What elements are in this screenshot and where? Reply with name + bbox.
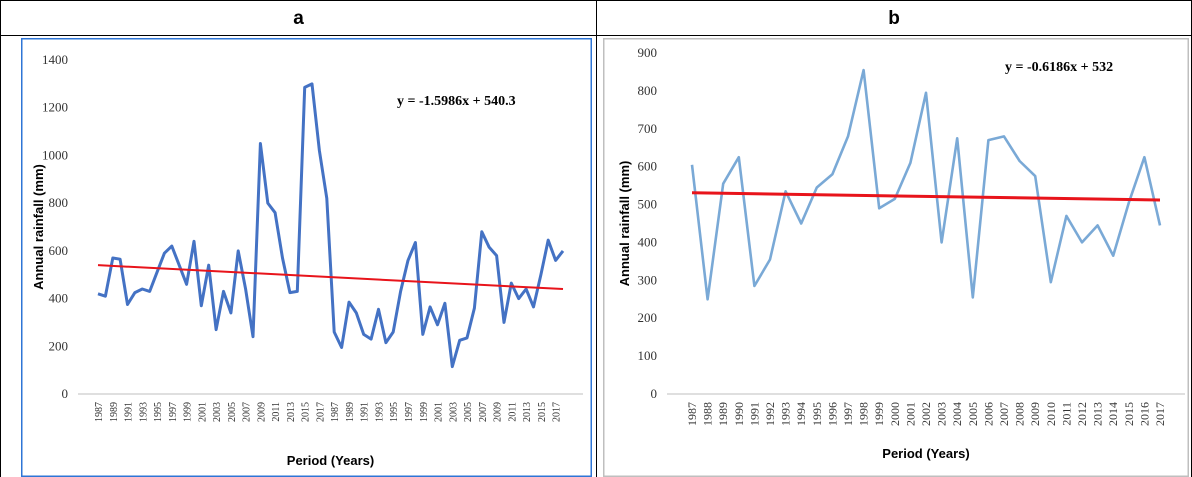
x-tick-label: 1991 (360, 402, 371, 422)
x-tick-label: 2015 (1122, 402, 1136, 426)
x-tick-label: 2016 (1137, 402, 1151, 426)
x-tick-label: 1989 (109, 402, 120, 422)
x-tick-label: 1988 (701, 402, 715, 426)
y-tick-label: 0 (62, 386, 69, 401)
x-tick-label: 1991 (747, 402, 761, 426)
x-tick-label: 1999 (419, 402, 430, 422)
x-tick-label: 2007 (478, 402, 489, 422)
y-tick-label: 500 (638, 197, 658, 212)
panel-a-header: a (0, 0, 597, 36)
y-tick-label: 1400 (42, 52, 68, 67)
x-tick-label: 2003 (935, 402, 949, 426)
y-tick-label: 200 (638, 310, 658, 325)
y-axis-title: Annual rainfall (mm) (617, 161, 632, 287)
x-tick-label: 1994 (794, 402, 808, 426)
x-tick-label: 1989 (345, 402, 356, 422)
x-tick-label: 1999 (872, 402, 886, 426)
x-tick-label: 1987 (330, 402, 341, 422)
trend-line (691, 191, 1161, 202)
x-tick-label: 2003 (212, 402, 223, 422)
x-tick-label: 1991 (124, 402, 135, 422)
x-tick-label: 2007 (997, 402, 1011, 426)
y-tick-label: 600 (49, 243, 69, 258)
x-axis-title: Period (Years) (287, 453, 374, 468)
x-tick-label: 1987 (94, 402, 105, 422)
x-tick-label: 2004 (950, 402, 964, 426)
x-tick-label: 2003 (448, 402, 459, 422)
x-tick-label: 2013 (286, 402, 297, 422)
y-tick-label: 400 (638, 234, 658, 249)
x-tick-label: 2005 (966, 402, 980, 426)
x-tick-label: 1997 (168, 402, 179, 422)
x-tick-label: 2000 (888, 402, 902, 426)
y-tick-label: 200 (49, 338, 69, 353)
x-tick-label: 2011 (271, 402, 282, 422)
x-tick-label: 2010 (1044, 402, 1058, 426)
y-axis-title: Annual rainfall (mm) (31, 164, 46, 290)
chart-frame (21, 38, 592, 477)
y-tick-label: 1200 (42, 100, 68, 115)
x-tick-label: 1989 (716, 402, 730, 426)
y-tick-label: 100 (638, 348, 658, 363)
x-tick-label: 1998 (857, 402, 871, 426)
x-tick-label: 2008 (1013, 402, 1027, 426)
trend-equation: y = -0.6186x + 532 (1005, 60, 1113, 75)
x-tick-label: 2007 (242, 402, 253, 422)
x-tick-label: 2006 (981, 402, 995, 426)
x-tick-label: 2011 (1059, 402, 1073, 426)
y-tick-label: 700 (638, 121, 658, 136)
chart-frame (603, 38, 1189, 477)
x-tick-label: 2009 (1028, 402, 1042, 426)
trend-line (97, 264, 564, 291)
x-tick-label: 2015 (537, 402, 548, 422)
x-tick-label: 1997 (404, 402, 415, 422)
x-tick-label: 2009 (256, 402, 267, 422)
x-tick-label: 2002 (919, 402, 933, 426)
x-axis-title: Period (Years) (882, 446, 969, 461)
rainfall-series-line (97, 82, 565, 369)
x-tick-label: 1987 (685, 402, 699, 426)
x-tick-label: 2001 (197, 402, 208, 422)
x-tick-label: 1995 (389, 402, 400, 422)
y-tick-label: 400 (49, 291, 69, 306)
x-tick-label: 2009 (493, 402, 504, 422)
x-tick-label: 2012 (1075, 402, 1089, 426)
y-tick-label: 600 (638, 159, 658, 174)
x-tick-label: 1996 (825, 402, 839, 426)
x-tick-label: 2011 (507, 402, 518, 422)
x-tick-label: 1993 (779, 402, 793, 426)
x-tick-label: 2017 (552, 402, 563, 422)
chart-b: 0 100 200 300 400 500 600 700 800 900 1987 1988 1989… (603, 38, 1189, 477)
x-tick-label: 2005 (463, 402, 474, 422)
y-tick-label: 300 (638, 272, 658, 287)
x-tick-label: 1993 (138, 402, 149, 422)
y-tick-label: 900 (638, 45, 658, 60)
y-tick-label: 0 (651, 386, 658, 401)
x-tick-label: 1992 (763, 402, 777, 426)
x-tick-label: 1990 (732, 402, 746, 426)
rainfall-series-line (690, 68, 1162, 301)
x-tick-label: 2014 (1106, 402, 1120, 426)
x-tick-label: 2017 (1153, 402, 1167, 426)
y-tick-label: 800 (49, 195, 69, 210)
y-tick-label: 1000 (42, 147, 68, 162)
x-tick-label: 2005 (227, 402, 238, 422)
y-tick-label: 800 (638, 83, 658, 98)
x-tick-label: 1995 (153, 402, 164, 422)
x-tick-label: 1999 (183, 402, 194, 422)
trend-equation: y = -1.5986x + 540.3 (397, 94, 516, 109)
x-tick-label: 2013 (522, 402, 533, 422)
x-tick-label: 2015 (301, 402, 312, 422)
x-tick-label: 1993 (374, 402, 385, 422)
panel-b-header: b (596, 0, 1192, 36)
x-tick-label: 2001 (434, 402, 445, 422)
x-tick-label: 2017 (315, 402, 326, 422)
x-tick-label: 2013 (1091, 402, 1105, 426)
x-tick-label: 2001 (903, 402, 917, 426)
x-tick-label: 1997 (841, 402, 855, 426)
x-tick-label: 1995 (810, 402, 824, 426)
